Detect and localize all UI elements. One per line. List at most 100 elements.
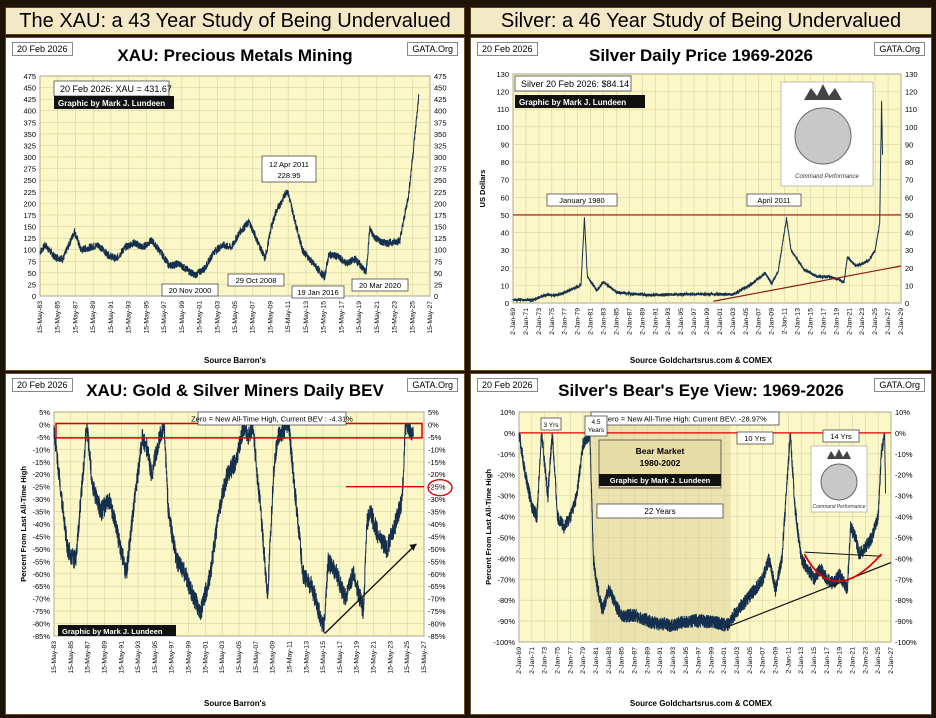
- xau-price-chart: 15-May-83 15-May-85 15-May-87 15-May-89 15-M…: [23, 72, 447, 334]
- x-tick-label: 2-Jan-87: [626, 308, 633, 335]
- x-tick-label: 15-May-95: [143, 301, 150, 334]
- x-tick-label: 15-May-07: [250, 301, 257, 334]
- x-tick-label: 2-Jan-23: [862, 647, 869, 674]
- y-tick-label-left: 450: [23, 84, 36, 93]
- y-tick-label-left: -40%: [497, 513, 515, 522]
- x-tick-label: 15-May-03: [214, 301, 221, 334]
- x-tick-label: 2-Jan-75: [554, 647, 561, 674]
- y-tick-label-right: 120: [905, 88, 918, 97]
- brand-label: GATA.Org: [874, 378, 925, 392]
- x-tick-label: 2-Jan-71: [523, 308, 530, 335]
- apr-2011-annotation: April 2011: [757, 196, 790, 205]
- x-tick-label: 2-Jan-89: [644, 647, 651, 674]
- x-tick-label: 2-Jan-81: [588, 308, 595, 335]
- x-tick-label: 15-May-99: [186, 641, 193, 674]
- y-tick-label-right: 100: [905, 123, 918, 132]
- silver-bev-chart: 2-Jan-69 2-Jan-71 2-Jan-73 2-Jan-75 2-Jan-77…: [484, 408, 917, 674]
- four-half-annotation: 4.5: [591, 419, 600, 426]
- chart-title: Silver's Bear's Eye View: 1969-2026: [558, 381, 844, 400]
- neckline: [804, 551, 882, 557]
- source-label: Source Barron's: [204, 699, 266, 708]
- y-tick-label-left: 0: [32, 292, 36, 301]
- x-tick-label: 2-Jan-95: [678, 308, 685, 335]
- y-tick-label-left: -55%: [32, 557, 50, 566]
- x-tick-label: 15-May-13: [303, 301, 310, 334]
- y-tick-label-right: 350: [434, 130, 447, 139]
- x-tick-label: 15-May-83: [37, 301, 44, 334]
- xau-bev-chart: 15-May-83 15-May-85 15-May-87 15-May-89 15-M…: [19, 408, 453, 674]
- x-tick-label: 15-May-19: [356, 301, 363, 334]
- y-tick-label-right: 200: [434, 199, 447, 208]
- y-tick-label-right: 10%: [895, 408, 910, 417]
- y-tick-label-right: 400: [434, 107, 447, 116]
- x-tick-label: 15-May-15: [321, 301, 328, 334]
- x-tick-label: 15-May-91: [108, 301, 115, 334]
- x-tick-label: 15-May-91: [118, 641, 125, 674]
- y-tick-label-right: 425: [434, 95, 447, 104]
- x-tick-label: 15-May-21: [374, 301, 381, 334]
- x-tick-label: 2-Jan-87: [631, 647, 638, 674]
- source-label: Source Goldchartsrus.com & COMEX: [629, 699, 773, 708]
- y-tick-label-right: -20%: [895, 471, 913, 480]
- x-tick-label: 2-Jan-97: [691, 308, 698, 335]
- coin-logo-caption: Command Performance: [812, 504, 865, 510]
- y-tick-label-left: 0%: [39, 420, 50, 429]
- chart-title: Silver Daily Price 1969-2026: [589, 46, 813, 65]
- silver-price-panel: 20 Feb 2026 GATA.Org Silver Daily Price …: [470, 37, 932, 371]
- xau-price-panel: 20 Feb 2026 GATA.Org XAU: Precious Metal…: [5, 37, 465, 371]
- y-tick-label-right: 175: [434, 211, 447, 220]
- y-tick-label-left: 100: [23, 246, 36, 255]
- x-tick-label: 2-Jan-09: [769, 308, 776, 335]
- y-tick-label-right: 100: [434, 246, 447, 255]
- silver-price-chart: 2-Jan-69 2-Jan-71 2-Jan-73 2-Jan-75 2-Jan-77…: [478, 70, 918, 335]
- y-tick-label-right: -25%: [428, 483, 446, 492]
- x-tick-label: 2-Jan-73: [542, 647, 549, 674]
- y-tick-label-right: 0%: [895, 429, 906, 438]
- y-tick-label-left: -20%: [32, 470, 50, 479]
- y-tick-label-right: 20: [905, 264, 913, 273]
- y-tick-label-left: -50%: [32, 545, 50, 554]
- x-tick-label: 2-Jan-85: [619, 647, 626, 674]
- annotation-date: 12 Apr 2011: [269, 160, 309, 169]
- graphic-by-text: Graphic by Mark J. Lundeen: [610, 476, 711, 485]
- date-stamp: 20 Feb 2026: [12, 378, 73, 392]
- y-tick-label-left: 200: [23, 199, 36, 208]
- y-tick-label-left: 90: [501, 140, 509, 149]
- x-tick-label: 15-May-09: [270, 641, 277, 674]
- y-tick-label-right: 300: [434, 153, 447, 162]
- xau-bev-panel: 20 Feb 2026 GATA.Org XAU: Gold & Silver …: [5, 373, 465, 715]
- x-tick-label: 2-Jan-19: [837, 647, 844, 674]
- y-tick-label-right: -80%: [428, 620, 446, 629]
- y-tick-label-right: 130: [905, 70, 918, 79]
- y-tick-label-right: -10%: [895, 450, 913, 459]
- y-tick-label-left: 175: [23, 211, 36, 220]
- low-2016-annotation: 19 Jan 2016: [297, 288, 338, 297]
- y-tick-label-right: 375: [434, 118, 447, 127]
- x-tick-label: 2-Jan-15: [807, 308, 814, 335]
- y-tick-label-left: 10%: [500, 408, 515, 417]
- x-tick-label: 2-Jan-91: [652, 308, 659, 335]
- x-tick-label: 2-Jan-13: [795, 308, 802, 335]
- y-tick-label-left: 75: [28, 257, 36, 266]
- x-tick-label: 2-Jan-83: [601, 308, 608, 335]
- apr-2011-annotation-box: [746, 193, 802, 207]
- y-tick-label-right: 0: [905, 299, 909, 308]
- y-tick-label-left: -20%: [497, 471, 515, 480]
- ten-yrs-annotation: 10 Yrs: [744, 434, 766, 443]
- source-label: Source Goldchartsrus.com & COMEX: [629, 356, 773, 365]
- y-tick-label-right: -80%: [895, 596, 913, 605]
- series-line: [39, 94, 420, 281]
- x-tick-label: 2-Jan-05: [743, 308, 750, 335]
- low-2008-annotation-box: [227, 273, 285, 287]
- y-tick-label-right: 10: [905, 281, 913, 290]
- y-tick-label-left: 275: [23, 165, 36, 174]
- y-tick-label-left: -80%: [497, 596, 515, 605]
- y-tick-label-left: -30%: [32, 495, 50, 504]
- y-tick-label-right: 110: [905, 105, 917, 114]
- x-tick-label: 2-Jan-93: [665, 308, 672, 335]
- x-tick-label: 15-May-09: [267, 301, 274, 334]
- x-tick-label: 15-May-89: [90, 301, 97, 334]
- low-2016-annotation-box: [291, 285, 345, 299]
- x-tick-label: 2-Jan-89: [639, 308, 646, 335]
- jan-1980-annotation-box: [546, 193, 618, 207]
